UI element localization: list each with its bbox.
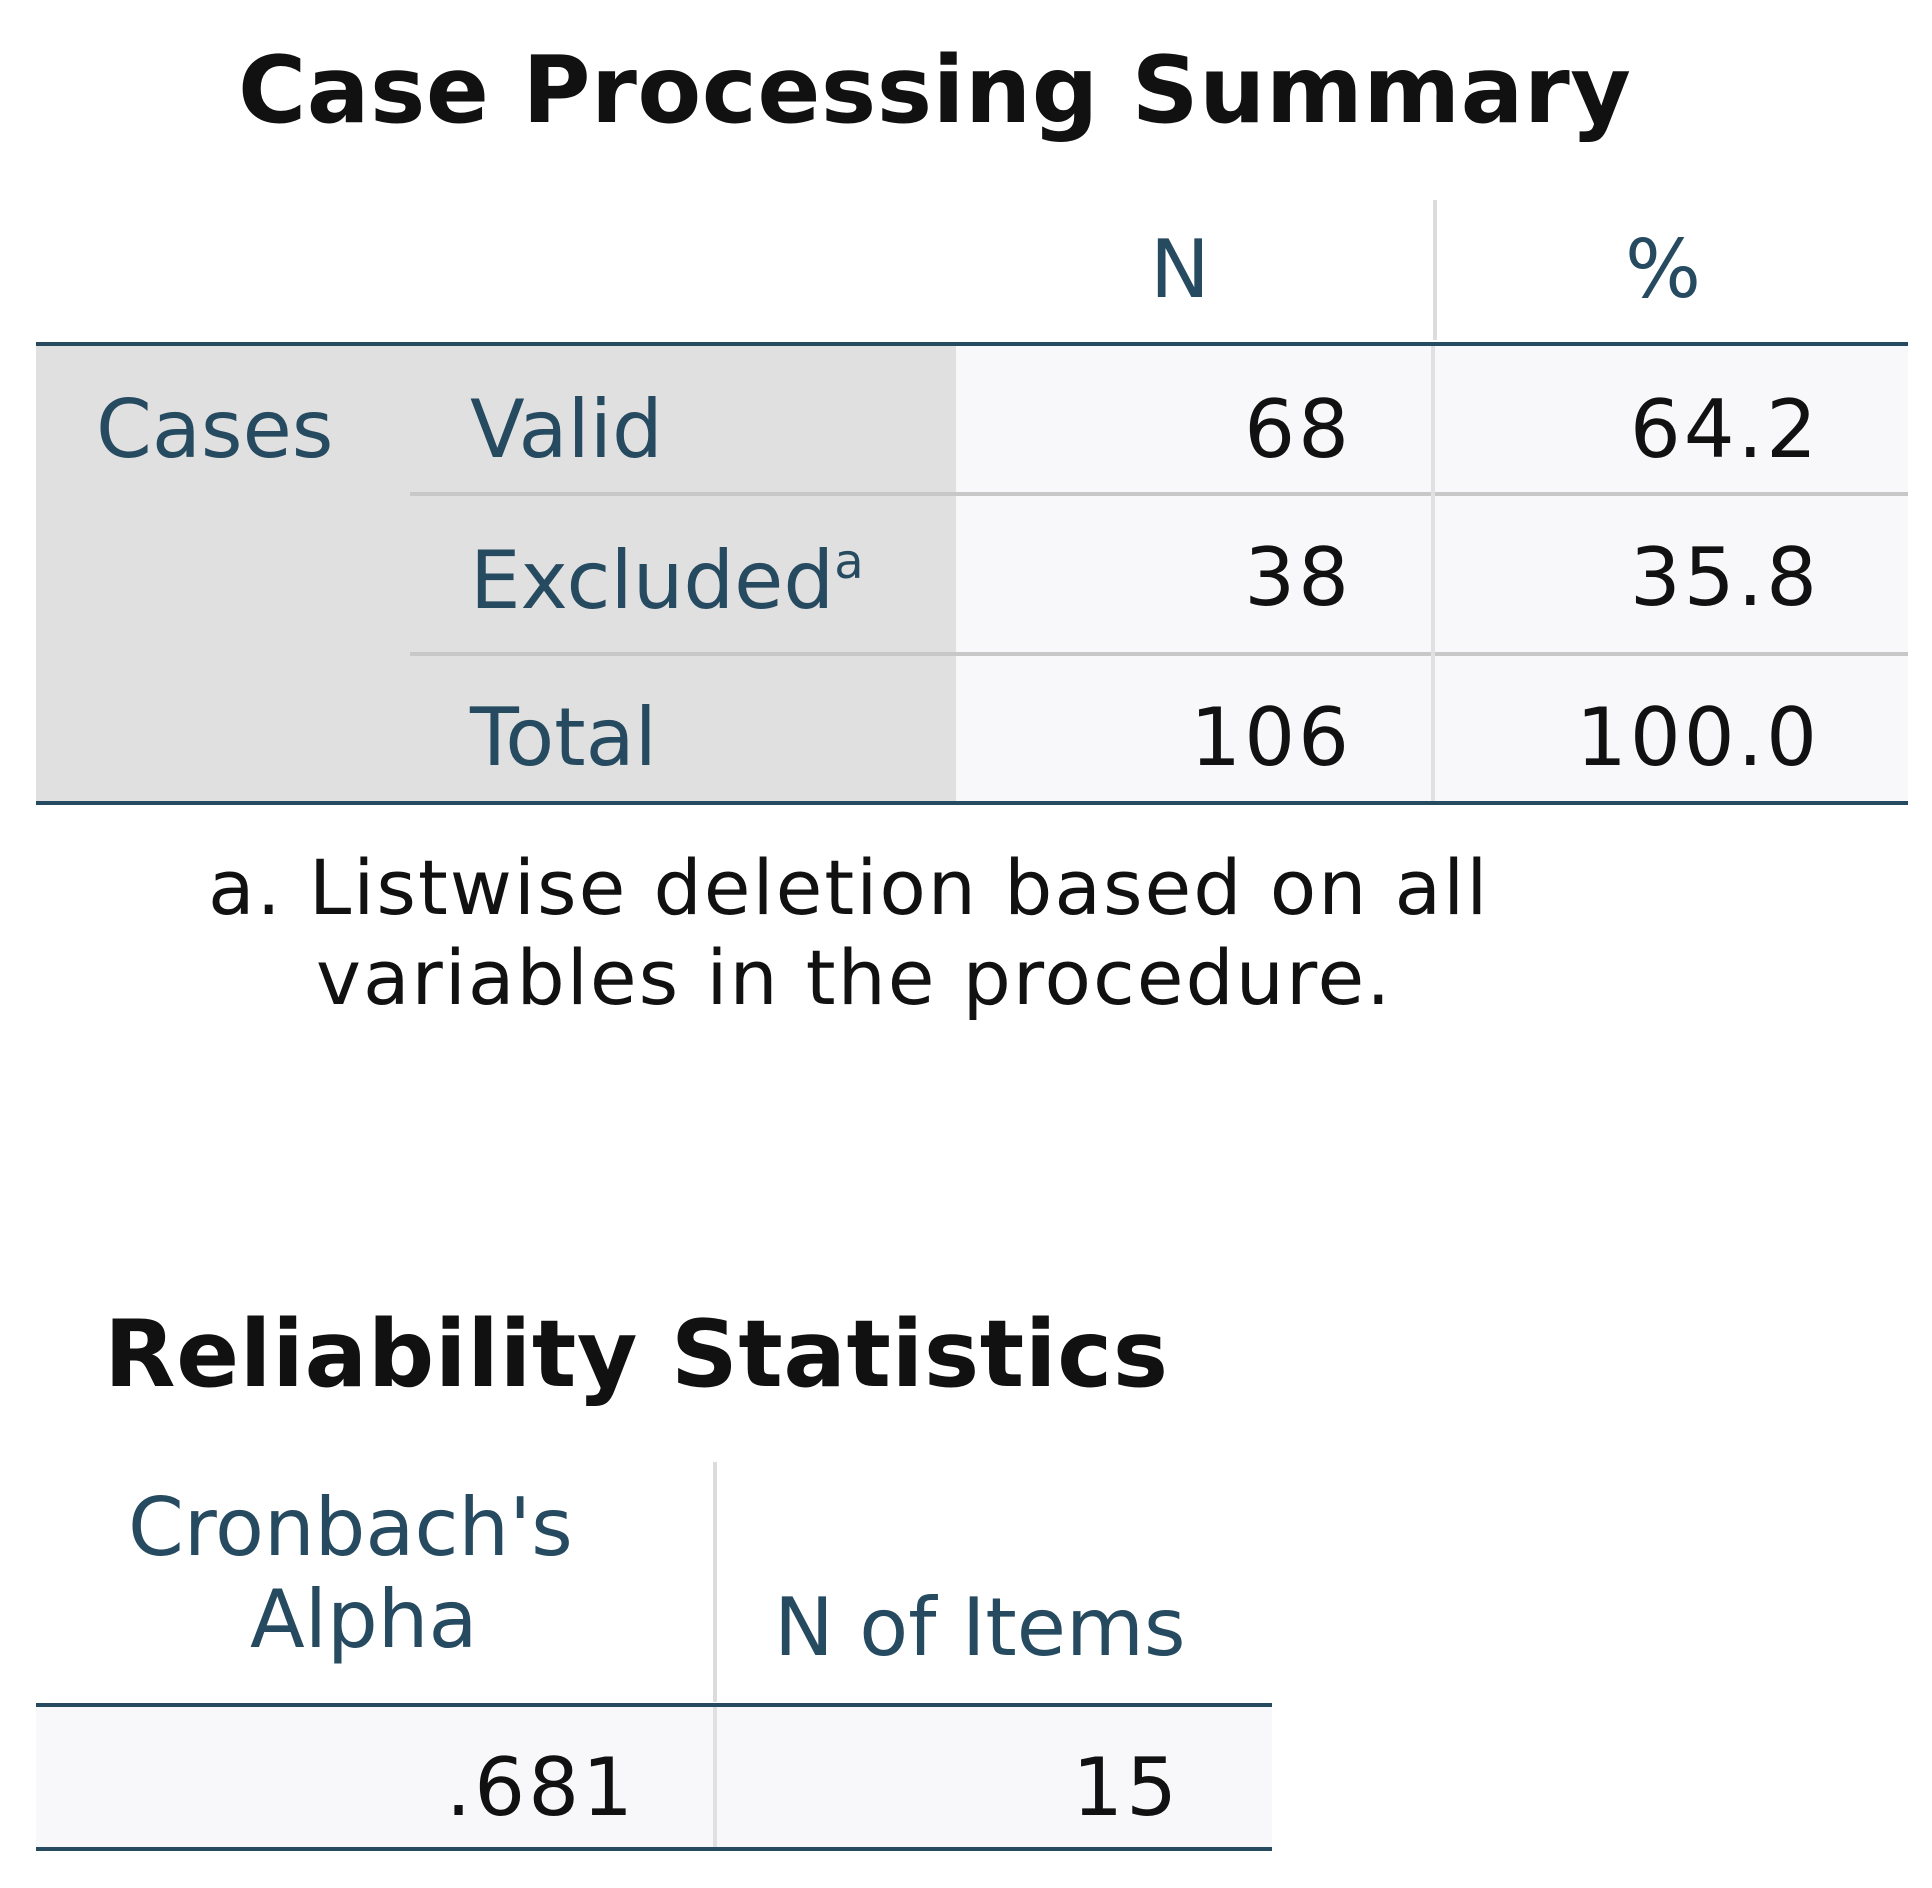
column-divider [1431, 346, 1435, 801]
table-bottom-rule [36, 801, 1908, 805]
footnote-line-2: variables in the procedure. [316, 933, 1393, 1022]
cell-excluded-percent: 35.8 [1629, 531, 1820, 624]
row-label-total: Total [470, 691, 657, 784]
cell-total-n: 106 [1190, 691, 1352, 784]
case-processing-title: Case Processing Summary [238, 36, 1632, 144]
column-header-alpha-line2: Alpha [250, 1573, 478, 1666]
column-header-n-items: N of Items [774, 1581, 1186, 1674]
footnote-line-1: a. Listwise deletion based on all [208, 843, 1490, 932]
cell-excluded-n: 38 [1244, 531, 1352, 624]
row-label-excluded: Excludeda [470, 534, 864, 627]
row-label-area [36, 346, 956, 801]
column-divider [713, 1707, 717, 1847]
reliability-title: Reliability Statistics [104, 1300, 1169, 1408]
cell-total-percent: 100.0 [1575, 691, 1820, 784]
reliability-top-rule [36, 1703, 1272, 1707]
cell-valid-n: 68 [1244, 383, 1352, 476]
column-header-n: N [1150, 223, 1210, 316]
reliability-bottom-rule [36, 1847, 1272, 1851]
column-header-percent: % [1625, 223, 1702, 316]
row-label-valid: Valid [470, 383, 663, 476]
table-top-rule [36, 342, 1908, 346]
row-separator [410, 652, 1908, 656]
row-separator [410, 492, 1908, 496]
reliability-data-area [36, 1707, 1272, 1847]
column-divider [1433, 200, 1437, 340]
cell-cronbach-alpha: .681 [445, 1741, 636, 1834]
cell-valid-percent: 64.2 [1629, 383, 1820, 476]
footnote-marker: a [834, 534, 864, 590]
cell-n-of-items: 15 [1072, 1741, 1180, 1834]
group-label-cases: Cases [96, 383, 334, 476]
column-divider [713, 1462, 717, 1702]
column-header-alpha-line1: Cronbach's [128, 1481, 573, 1574]
